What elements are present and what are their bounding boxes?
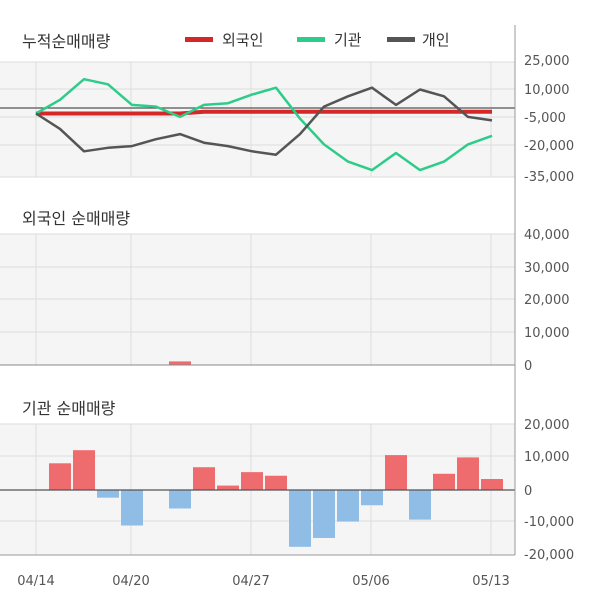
foreign-y-tick: 0 <box>524 359 532 374</box>
x-tick-label: 05/13 <box>472 574 509 589</box>
foreign-y-tick: 10,000 <box>524 326 570 341</box>
x-tick-label: 04/20 <box>112 574 149 589</box>
cumulative-y-tick: -5,000 <box>524 111 566 126</box>
foreign-y-tick: 20,000 <box>524 293 570 308</box>
institution-y-tick: 20,000 <box>524 418 570 433</box>
institution-y-tick: -10,000 <box>524 515 574 530</box>
institution-bar <box>169 489 191 509</box>
foreign-y-tick: 40,000 <box>524 228 570 243</box>
legend-swatch-individual <box>387 37 415 42</box>
x-ticks: 04/14 04/20 04/27 05/06 05/13 <box>17 574 509 589</box>
cumulative-y-tick: -35,000 <box>524 170 574 185</box>
institution-bar <box>409 489 431 520</box>
foreign-y-ticks: 40,000 30,000 20,000 10,000 0 <box>524 228 570 374</box>
foreign-gridlines <box>0 233 515 365</box>
institution-y-tick: -20,000 <box>524 548 574 563</box>
institution-y-ticks: 20,000 10,000 0 -10,000 -20,000 <box>524 418 574 563</box>
institution-cumulative-line <box>35 77 493 172</box>
institution-bar <box>121 489 143 526</box>
x-tick-label: 05/06 <box>352 574 389 589</box>
cumulative-plot-area <box>0 62 515 177</box>
individual-cumulative-line <box>35 86 493 156</box>
legend-label-foreign: 외국인 <box>222 31 263 49</box>
legend-label-individual: 개인 <box>422 31 450 49</box>
x-tick-label: 04/14 <box>17 574 54 589</box>
legend-swatch-foreign <box>185 37 213 42</box>
institution-bar <box>193 467 215 490</box>
foreign-bar <box>169 361 191 365</box>
foreign-title: 외국인 순매매량 <box>22 209 130 228</box>
cumulative-y-tick: 10,000 <box>524 83 570 98</box>
foreign-panel: 외국인 순매매량 40,000 30,000 20,000 10,000 0 <box>0 209 570 374</box>
institution-bar <box>289 489 311 547</box>
institution-bar <box>337 489 359 522</box>
cumulative-title: 누적순매매량 <box>22 32 111 51</box>
institution-bar <box>97 489 119 498</box>
cumulative-y-tick: -20,000 <box>524 139 574 154</box>
foreign-y-tick: 30,000 <box>524 261 570 276</box>
institution-bar <box>217 485 239 490</box>
institution-bar <box>433 473 455 490</box>
x-tick-label: 04/27 <box>232 574 269 589</box>
institution-y-tick: 10,000 <box>524 450 570 465</box>
institution-y-tick: 0 <box>524 484 532 499</box>
institution-bar <box>241 472 263 490</box>
institution-bar <box>481 479 503 490</box>
foreign-cumulative-line <box>36 109 492 116</box>
foreign-bars <box>169 361 191 365</box>
legend-label-institution: 기관 <box>334 31 362 49</box>
institution-title: 기관 순매매량 <box>22 399 116 418</box>
cumulative-series <box>35 77 493 172</box>
institution-bar <box>49 463 71 490</box>
institution-bar <box>265 475 287 490</box>
cumulative-panel: 누적순매매량 외국인 기관 개인 25,000 10,000 -5,000 -2… <box>0 31 574 185</box>
cumulative-y-tick: 25,000 <box>524 54 570 69</box>
cumulative-y-ticks: 25,000 10,000 -5,000 -20,000 -35,000 <box>524 54 574 185</box>
institution-bar <box>361 489 383 506</box>
legend: 외국인 기관 개인 <box>185 31 450 49</box>
institution-bar <box>313 489 335 538</box>
legend-swatch-institution <box>297 37 325 42</box>
institution-bar <box>385 455 407 490</box>
institution-bar <box>457 457 479 490</box>
institution-panel: 기관 순매매량 20,000 10,000 0 -10,000 -20,000 <box>0 399 574 563</box>
institution-bar <box>73 450 95 490</box>
institution-bars <box>49 450 503 547</box>
